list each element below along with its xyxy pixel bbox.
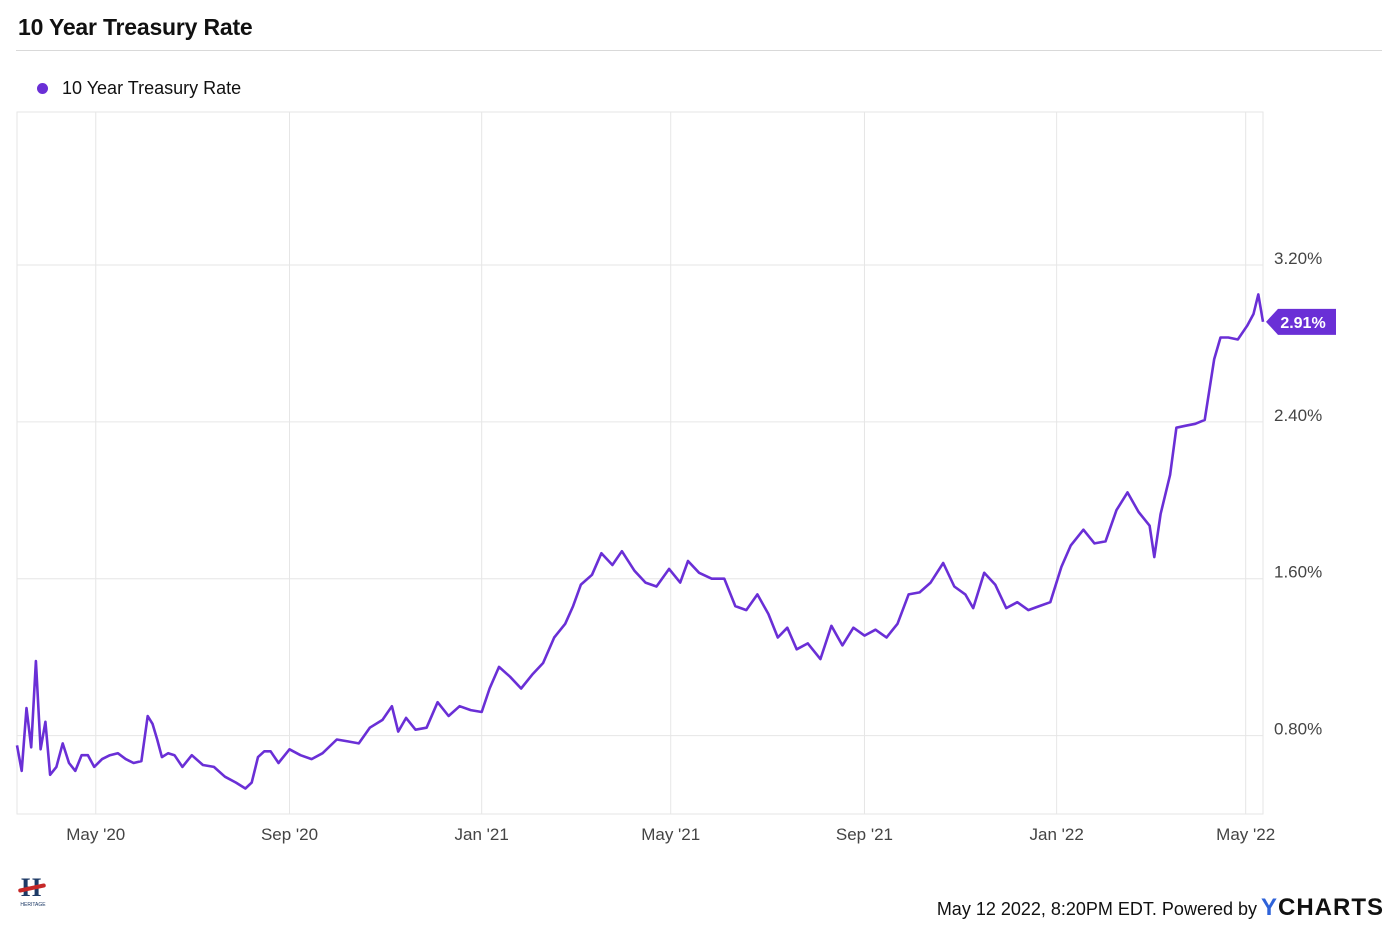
legend-marker-icon bbox=[37, 83, 48, 94]
y-tick-label: 3.20% bbox=[1274, 249, 1322, 268]
heritage-logo: H HERITAGE bbox=[17, 874, 48, 914]
x-tick-label: Jan '22 bbox=[1029, 825, 1083, 844]
chart-series bbox=[15, 293, 1265, 790]
footer-timestamp: May 12 2022, 8:20PM EDT. Powered by bbox=[936, 899, 1257, 919]
series-line-10-year-treasury-rate bbox=[15, 293, 1265, 790]
chart-legend[interactable]: 10 Year Treasury Rate bbox=[37, 78, 241, 99]
ycharts-logo[interactable]: YCHARTS bbox=[1260, 894, 1384, 921]
title-divider bbox=[16, 50, 1382, 51]
x-tick-label: Jan '21 bbox=[455, 825, 509, 844]
chart-footer: May 12 2022, 8:20PM EDT. Powered by YCHA… bbox=[937, 894, 1384, 922]
legend-label: 10 Year Treasury Rate bbox=[62, 78, 242, 98]
x-axis-ticks: May '20 Sep '20 Jan '21 May '21 Sep '21 Jan '… bbox=[66, 825, 1275, 844]
last-value-label: 2.91% bbox=[1280, 315, 1325, 332]
x-tick-label: Sep '21 bbox=[836, 825, 893, 844]
y-tick-label: 1.60% bbox=[1274, 563, 1322, 582]
last-value-badge-shape bbox=[1266, 308, 1336, 335]
chart-title: 10 Year Treasury Rate bbox=[18, 14, 253, 40]
x-tick-label: May '20 bbox=[66, 825, 125, 844]
y-tick-label: 2.40% bbox=[1274, 406, 1322, 425]
y-tick-label: 0.80% bbox=[1274, 720, 1322, 739]
x-tick-label: Sep '20 bbox=[261, 825, 318, 844]
last-value-badge: 2.91% bbox=[1266, 308, 1336, 335]
x-tick-label: May '22 bbox=[1216, 825, 1275, 844]
chart-grid bbox=[16, 111, 1264, 815]
y-axis-ticks: 0.80% 1.60% 2.40% 3.20% bbox=[1274, 249, 1322, 739]
x-tick-label: May '21 bbox=[641, 825, 700, 844]
plot-frame bbox=[16, 111, 1264, 815]
